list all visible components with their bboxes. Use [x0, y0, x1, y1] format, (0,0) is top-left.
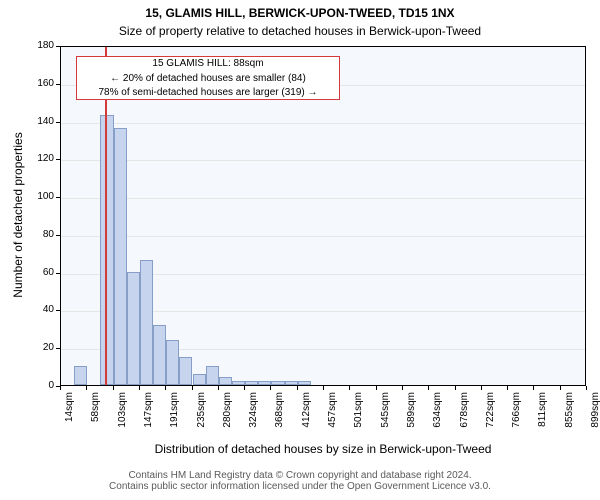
y-tick-label: 80 — [26, 229, 54, 241]
x-axis-label: Distribution of detached houses by size … — [60, 442, 586, 456]
histogram-bar — [140, 260, 153, 385]
x-tick-label: 191sqm — [169, 392, 180, 442]
x-tick-label: 899sqm — [590, 392, 600, 442]
x-tick-mark — [376, 386, 377, 390]
histogram-bar — [179, 357, 192, 385]
histogram-bar — [206, 366, 219, 385]
y-tick-mark — [56, 197, 60, 198]
y-tick-mark — [56, 122, 60, 123]
histogram-bar — [219, 377, 232, 385]
x-tick-label: 589sqm — [406, 392, 417, 442]
histogram-bar — [193, 374, 206, 385]
x-tick-mark — [60, 386, 61, 390]
x-tick-mark — [323, 386, 324, 390]
x-tick-label: 545sqm — [380, 392, 391, 442]
annotation-line-1: 15 GLAMIS HILL: 88sqm — [77, 57, 339, 72]
x-tick-label: 280sqm — [222, 392, 233, 442]
chart-title: 15, GLAMIS HILL, BERWICK-UPON-TWEED, TD1… — [0, 6, 600, 20]
x-tick-mark — [402, 386, 403, 390]
y-axis-label: Number of detached properties — [11, 45, 25, 385]
x-tick-label: 368sqm — [274, 392, 285, 442]
x-tick-mark — [139, 386, 140, 390]
y-tick-mark — [56, 348, 60, 349]
histogram-bar — [153, 325, 166, 385]
y-tick-label: 40 — [26, 304, 54, 316]
x-tick-mark — [586, 386, 587, 390]
y-tick-label: 180 — [26, 40, 54, 52]
footer-attribution: Contains HM Land Registry data © Crown c… — [0, 470, 600, 492]
x-tick-label: 855sqm — [564, 392, 575, 442]
y-tick-mark — [56, 159, 60, 160]
x-tick-label: 678sqm — [459, 392, 470, 442]
y-tick-label: 20 — [26, 342, 54, 354]
y-tick-label: 120 — [26, 153, 54, 165]
x-tick-label: 501sqm — [353, 392, 364, 442]
x-tick-label: 58sqm — [90, 392, 101, 442]
x-tick-mark — [533, 386, 534, 390]
histogram-bar — [166, 340, 179, 385]
y-tick-label: 140 — [26, 116, 54, 128]
x-tick-label: 457sqm — [327, 392, 338, 442]
histogram-bar — [271, 381, 284, 385]
x-tick-mark — [244, 386, 245, 390]
y-tick-label: 60 — [26, 267, 54, 279]
x-tick-label: 634sqm — [432, 392, 443, 442]
y-tick-label: 100 — [26, 191, 54, 203]
x-tick-label: 147sqm — [143, 392, 154, 442]
x-tick-mark — [455, 386, 456, 390]
histogram-bar — [298, 381, 311, 385]
histogram-bar — [127, 272, 140, 385]
x-tick-label: 412sqm — [301, 392, 312, 442]
x-tick-mark — [113, 386, 114, 390]
y-tick-label: 0 — [26, 380, 54, 392]
histogram-bar — [285, 381, 298, 385]
x-tick-mark — [507, 386, 508, 390]
x-tick-label: 766sqm — [511, 392, 522, 442]
x-tick-mark — [349, 386, 350, 390]
x-tick-mark — [165, 386, 166, 390]
y-tick-mark — [56, 235, 60, 236]
histogram-bar — [258, 381, 271, 385]
x-tick-label: 324sqm — [248, 392, 259, 442]
annotation-box: 15 GLAMIS HILL: 88sqm ← 20% of detached … — [76, 56, 340, 100]
x-tick-label: 14sqm — [64, 392, 75, 442]
y-tick-mark — [56, 46, 60, 47]
x-tick-label: 811sqm — [537, 392, 548, 442]
x-tick-mark — [270, 386, 271, 390]
y-tick-mark — [56, 84, 60, 85]
y-tick-label: 160 — [26, 78, 54, 90]
footer-line-1: Contains HM Land Registry data © Crown c… — [0, 470, 600, 481]
histogram-bar — [245, 381, 258, 385]
x-tick-mark — [428, 386, 429, 390]
x-tick-mark — [481, 386, 482, 390]
x-tick-label: 722sqm — [485, 392, 496, 442]
annotation-line-3: 78% of semi-detached houses are larger (… — [77, 86, 339, 101]
x-tick-label: 235sqm — [196, 392, 207, 442]
annotation-line-2: ← 20% of detached houses are smaller (84… — [77, 72, 339, 87]
x-tick-mark — [192, 386, 193, 390]
footer-line-2: Contains public sector information licen… — [0, 481, 600, 492]
histogram-bar — [74, 366, 87, 385]
histogram-bar — [232, 381, 245, 385]
x-tick-label: 103sqm — [117, 392, 128, 442]
y-tick-mark — [56, 310, 60, 311]
x-tick-mark — [86, 386, 87, 390]
x-tick-mark — [560, 386, 561, 390]
y-tick-mark — [56, 273, 60, 274]
histogram-bar — [114, 128, 127, 385]
chart-subtitle: Size of property relative to detached ho… — [0, 24, 600, 38]
x-tick-mark — [297, 386, 298, 390]
x-tick-mark — [218, 386, 219, 390]
